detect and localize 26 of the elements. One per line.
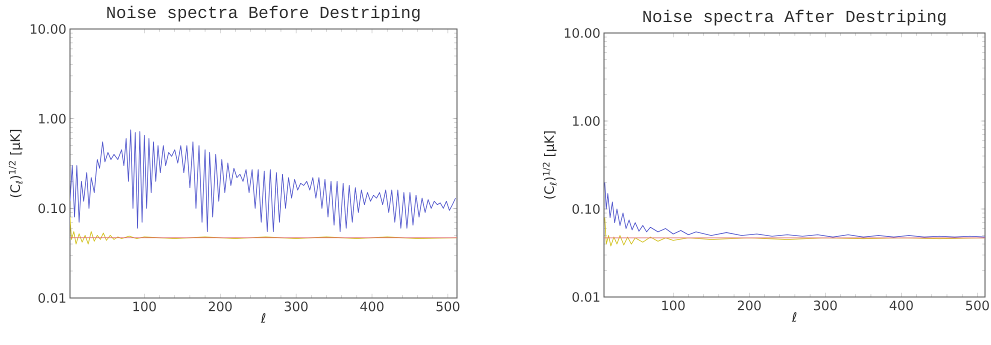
x-tick-label: 400 — [890, 300, 913, 310]
y-tick-label: 0.10 — [572, 204, 600, 214]
y-tick-label: 10.00 — [30, 24, 66, 34]
chart-title: Noise spectra Before Destriping — [107, 6, 420, 22]
x-tick-label: 400 — [360, 302, 384, 312]
y-tick-label: 10.00 — [564, 28, 600, 38]
y-tick-label: 0.01 — [38, 293, 66, 303]
x-axis-title: ℓ — [260, 313, 266, 323]
x-axis-title: ℓ — [792, 312, 796, 322]
y-tick-label: 0.10 — [38, 203, 66, 214]
x-tick-label: 500 — [966, 300, 989, 310]
x-tick-label: 200 — [208, 302, 232, 312]
y-tick-label: 0.01 — [572, 292, 600, 302]
y-tick-label: 1.00 — [573, 116, 600, 126]
y-tick-label: 1.00 — [39, 114, 66, 124]
x-tick-label: 500 — [436, 302, 460, 312]
x-tick-label: 200 — [738, 300, 761, 310]
y-axis-title: (C$_{ℓ}$)$^{1/2}$ [μK] — [542, 131, 557, 199]
x-tick-label: 300 — [284, 302, 308, 312]
x-tick-label: 100 — [662, 300, 685, 310]
chart-title: Noise spectra After Destriping — [643, 10, 946, 26]
y-axis-title: (C$_{ℓ}$)$^{1/2}$ [μK] — [8, 130, 23, 198]
line-series — [604, 182, 986, 238]
x-tick-label: 100 — [133, 302, 156, 312]
x-tick-label: 300 — [814, 300, 837, 310]
line-series — [70, 129, 456, 232]
